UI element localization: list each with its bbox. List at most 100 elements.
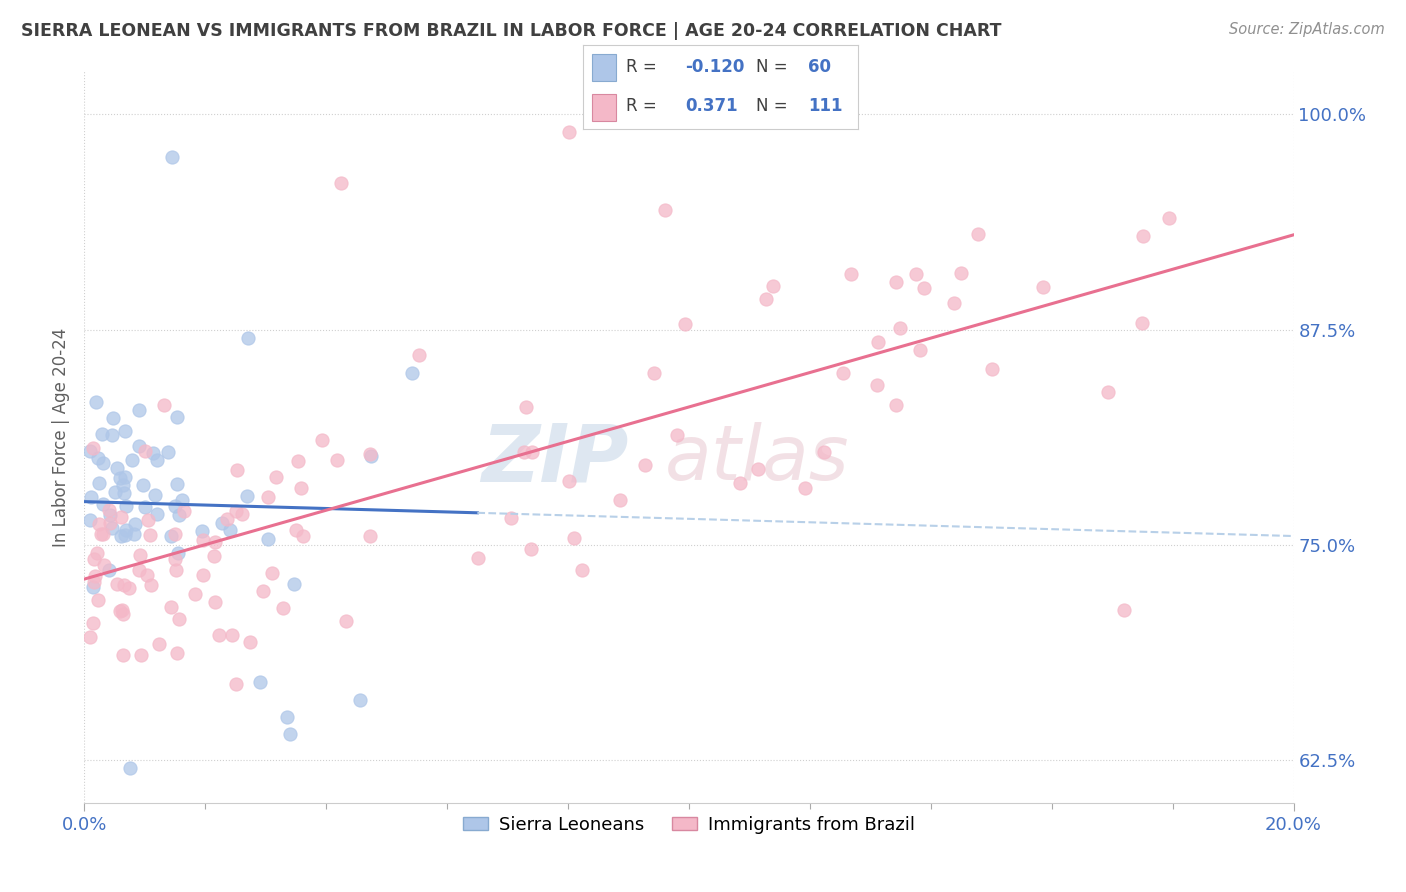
Text: atlas: atlas [665,422,849,496]
Point [91,496,114,510]
Point [167,546,190,560]
Point [329,176,352,190]
Point [82,615,104,630]
Point [673,317,696,331]
Point [167,508,190,522]
Point [884,275,907,289]
Point [257,532,280,546]
Point [93,526,115,541]
Point [129,648,152,662]
Point [841,267,863,281]
Text: 0.371: 0.371 [685,97,738,115]
Point [160,150,183,164]
Point [112,486,135,500]
Point [1132,316,1154,330]
Point [360,450,382,464]
Text: Source: ZipAtlas.com: Source: ZipAtlas.com [1229,22,1385,37]
Point [79,443,101,458]
Point [520,445,543,459]
Point [114,528,136,542]
Point [87,475,110,490]
Point [912,281,935,295]
Point [349,692,371,706]
Point [217,512,239,526]
Point [634,458,657,473]
Point [84,568,107,582]
Point [165,527,187,541]
Point [665,428,688,442]
Point [79,513,101,527]
Point [236,489,259,503]
Point [225,504,247,518]
Point [191,524,214,538]
Point [520,542,543,557]
Point [114,469,136,483]
Point [82,580,104,594]
Point [260,566,283,580]
Point [943,295,966,310]
Point [169,612,191,626]
Point [813,445,835,459]
Point [134,500,156,515]
Text: N =: N = [756,59,787,77]
Point [166,409,188,424]
Point [562,531,585,545]
Point [762,279,785,293]
Point [291,529,314,543]
Point [981,362,1004,376]
Text: R =: R = [626,97,657,115]
Y-axis label: In Labor Force | Age 20-24: In Labor Force | Age 20-24 [52,327,70,547]
Point [184,587,207,601]
Point [111,648,134,662]
Point [110,604,132,618]
Point [401,366,423,380]
Point [118,761,141,775]
Point [138,528,160,542]
Text: 111: 111 [808,97,842,115]
Point [884,398,907,412]
Point [1097,385,1119,400]
Point [100,428,122,442]
Text: R =: R = [626,59,657,77]
Point [558,125,581,139]
Point [728,476,751,491]
Point [110,509,132,524]
Point [115,524,138,538]
Point [165,563,187,577]
Point [252,584,274,599]
Point [231,507,253,521]
Point [904,267,927,281]
Point [207,628,229,642]
Point [747,462,769,476]
Point [111,602,134,616]
Point [128,439,150,453]
Point [146,507,169,521]
Point [967,227,990,241]
Point [82,442,104,456]
Point [335,614,357,628]
Point [285,523,308,537]
Point [654,203,676,218]
Point [211,516,233,530]
Point [221,628,243,642]
Point [1132,228,1154,243]
Point [159,599,181,614]
Point [97,563,120,577]
Point [166,476,188,491]
Point [193,533,215,548]
Point [160,529,183,543]
Point [359,529,381,543]
Text: -0.120: -0.120 [685,59,744,77]
Point [219,524,242,538]
Point [865,378,887,392]
Point [249,675,271,690]
Point [101,410,124,425]
Point [557,475,579,489]
Point [236,331,259,345]
Point [91,456,114,470]
Point [755,292,778,306]
Point [257,490,280,504]
Point [794,481,817,495]
Point [515,401,537,415]
Text: ZIP: ZIP [481,420,628,498]
